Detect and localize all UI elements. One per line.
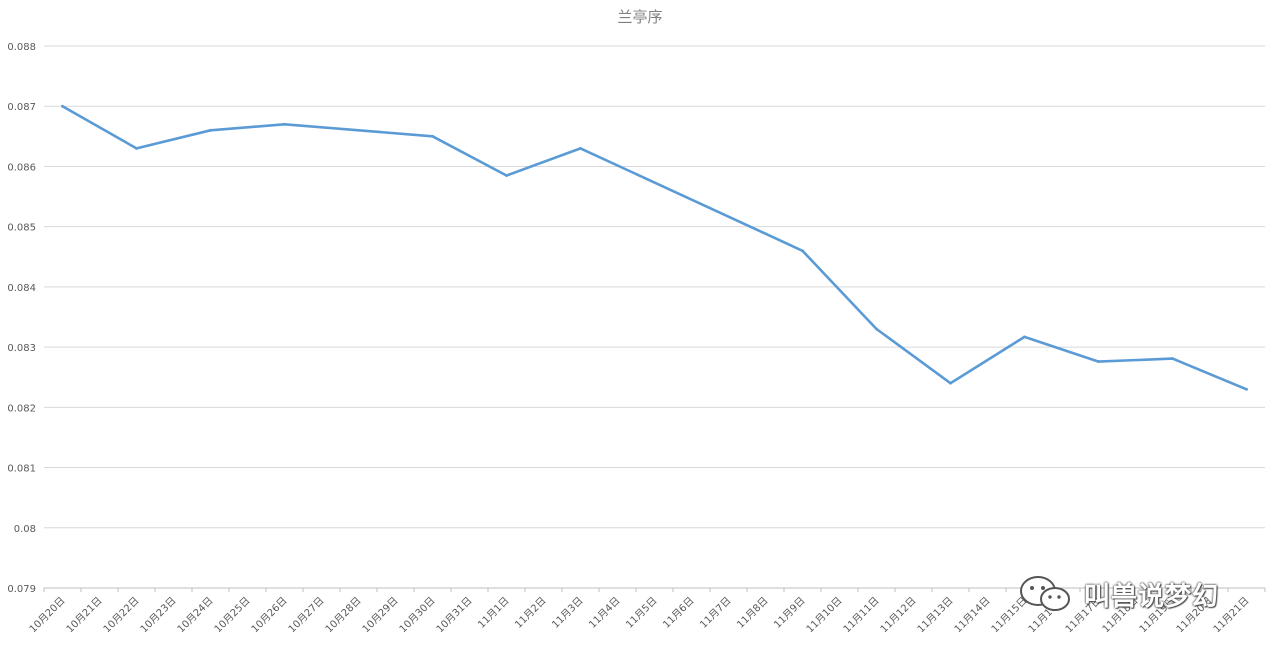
x-tick-label: 11月8日 [734,595,770,631]
chart-title: 兰亭序 [617,8,663,26]
watermark: 叫兽说梦幻 [1018,574,1219,614]
data-point [1097,360,1100,363]
x-tick-label: 10月23日 [138,595,179,636]
x-tick-label: 11月13日 [915,595,956,636]
data-point [1245,387,1248,391]
x-tick-label: 11月6日 [660,595,696,631]
data-point [61,104,64,108]
x-tick-label: 11月10日 [804,595,845,636]
x-tick-label: 10月24日 [175,595,216,636]
x-tick-label: 10月29日 [360,595,401,636]
x-tick-label: 11月9日 [771,595,807,631]
x-tick-label: 10月22日 [101,595,142,636]
data-point [505,174,508,177]
x-tick-label: 10月28日 [323,595,364,636]
x-tick-label: 10月20日 [27,595,68,636]
x-tick-label: 10月30日 [397,595,438,636]
data-point [949,381,952,385]
y-tick-label: 0.085 [7,223,36,234]
data-point [801,249,804,253]
x-tick-label: 11月14日 [952,595,993,636]
series-line [61,104,1248,391]
x-tick-label: 11月7日 [697,595,733,631]
y-tick-label: 0.083 [7,343,36,354]
x-tick-label: 10月21日 [64,595,105,636]
data-point [135,146,138,150]
y-tick-label: 0.086 [7,162,36,173]
x-tick-label: 11月1日 [475,595,511,631]
x-tick-label: 11月11日 [841,595,882,636]
data-point [579,146,582,150]
x-tick-label: 11月5日 [623,595,659,631]
wechat-icon [1020,576,1070,611]
x-tick-label: 11月3日 [549,595,585,631]
data-point [1171,357,1174,360]
data-point [1023,335,1026,339]
x-tick-label: 10月25日 [212,595,253,636]
y-tick-label: 0.079 [7,584,36,595]
y-tick-label: 0.082 [7,403,36,414]
y-tick-label: 0.081 [7,464,36,475]
x-tick-label: 10月31日 [434,595,475,636]
y-tick-label: 0.088 [7,42,36,53]
x-tick-label: 10月26日 [249,595,290,636]
watermark-text: 叫兽说梦幻 [1084,581,1220,612]
x-tick-label: 10月27日 [286,595,327,636]
data-point [431,134,434,138]
x-tick-label: 11月12日 [878,595,919,636]
x-tick-label: 11月2日 [512,595,548,631]
y-tick-label: 0.084 [7,283,36,294]
data-point [283,122,286,126]
data-point [209,128,212,132]
y-tick-label: 0.087 [7,102,36,113]
data-point [875,327,878,331]
y-tick-label: 0.08 [14,524,36,535]
x-tick-label: 11月4日 [586,595,622,631]
